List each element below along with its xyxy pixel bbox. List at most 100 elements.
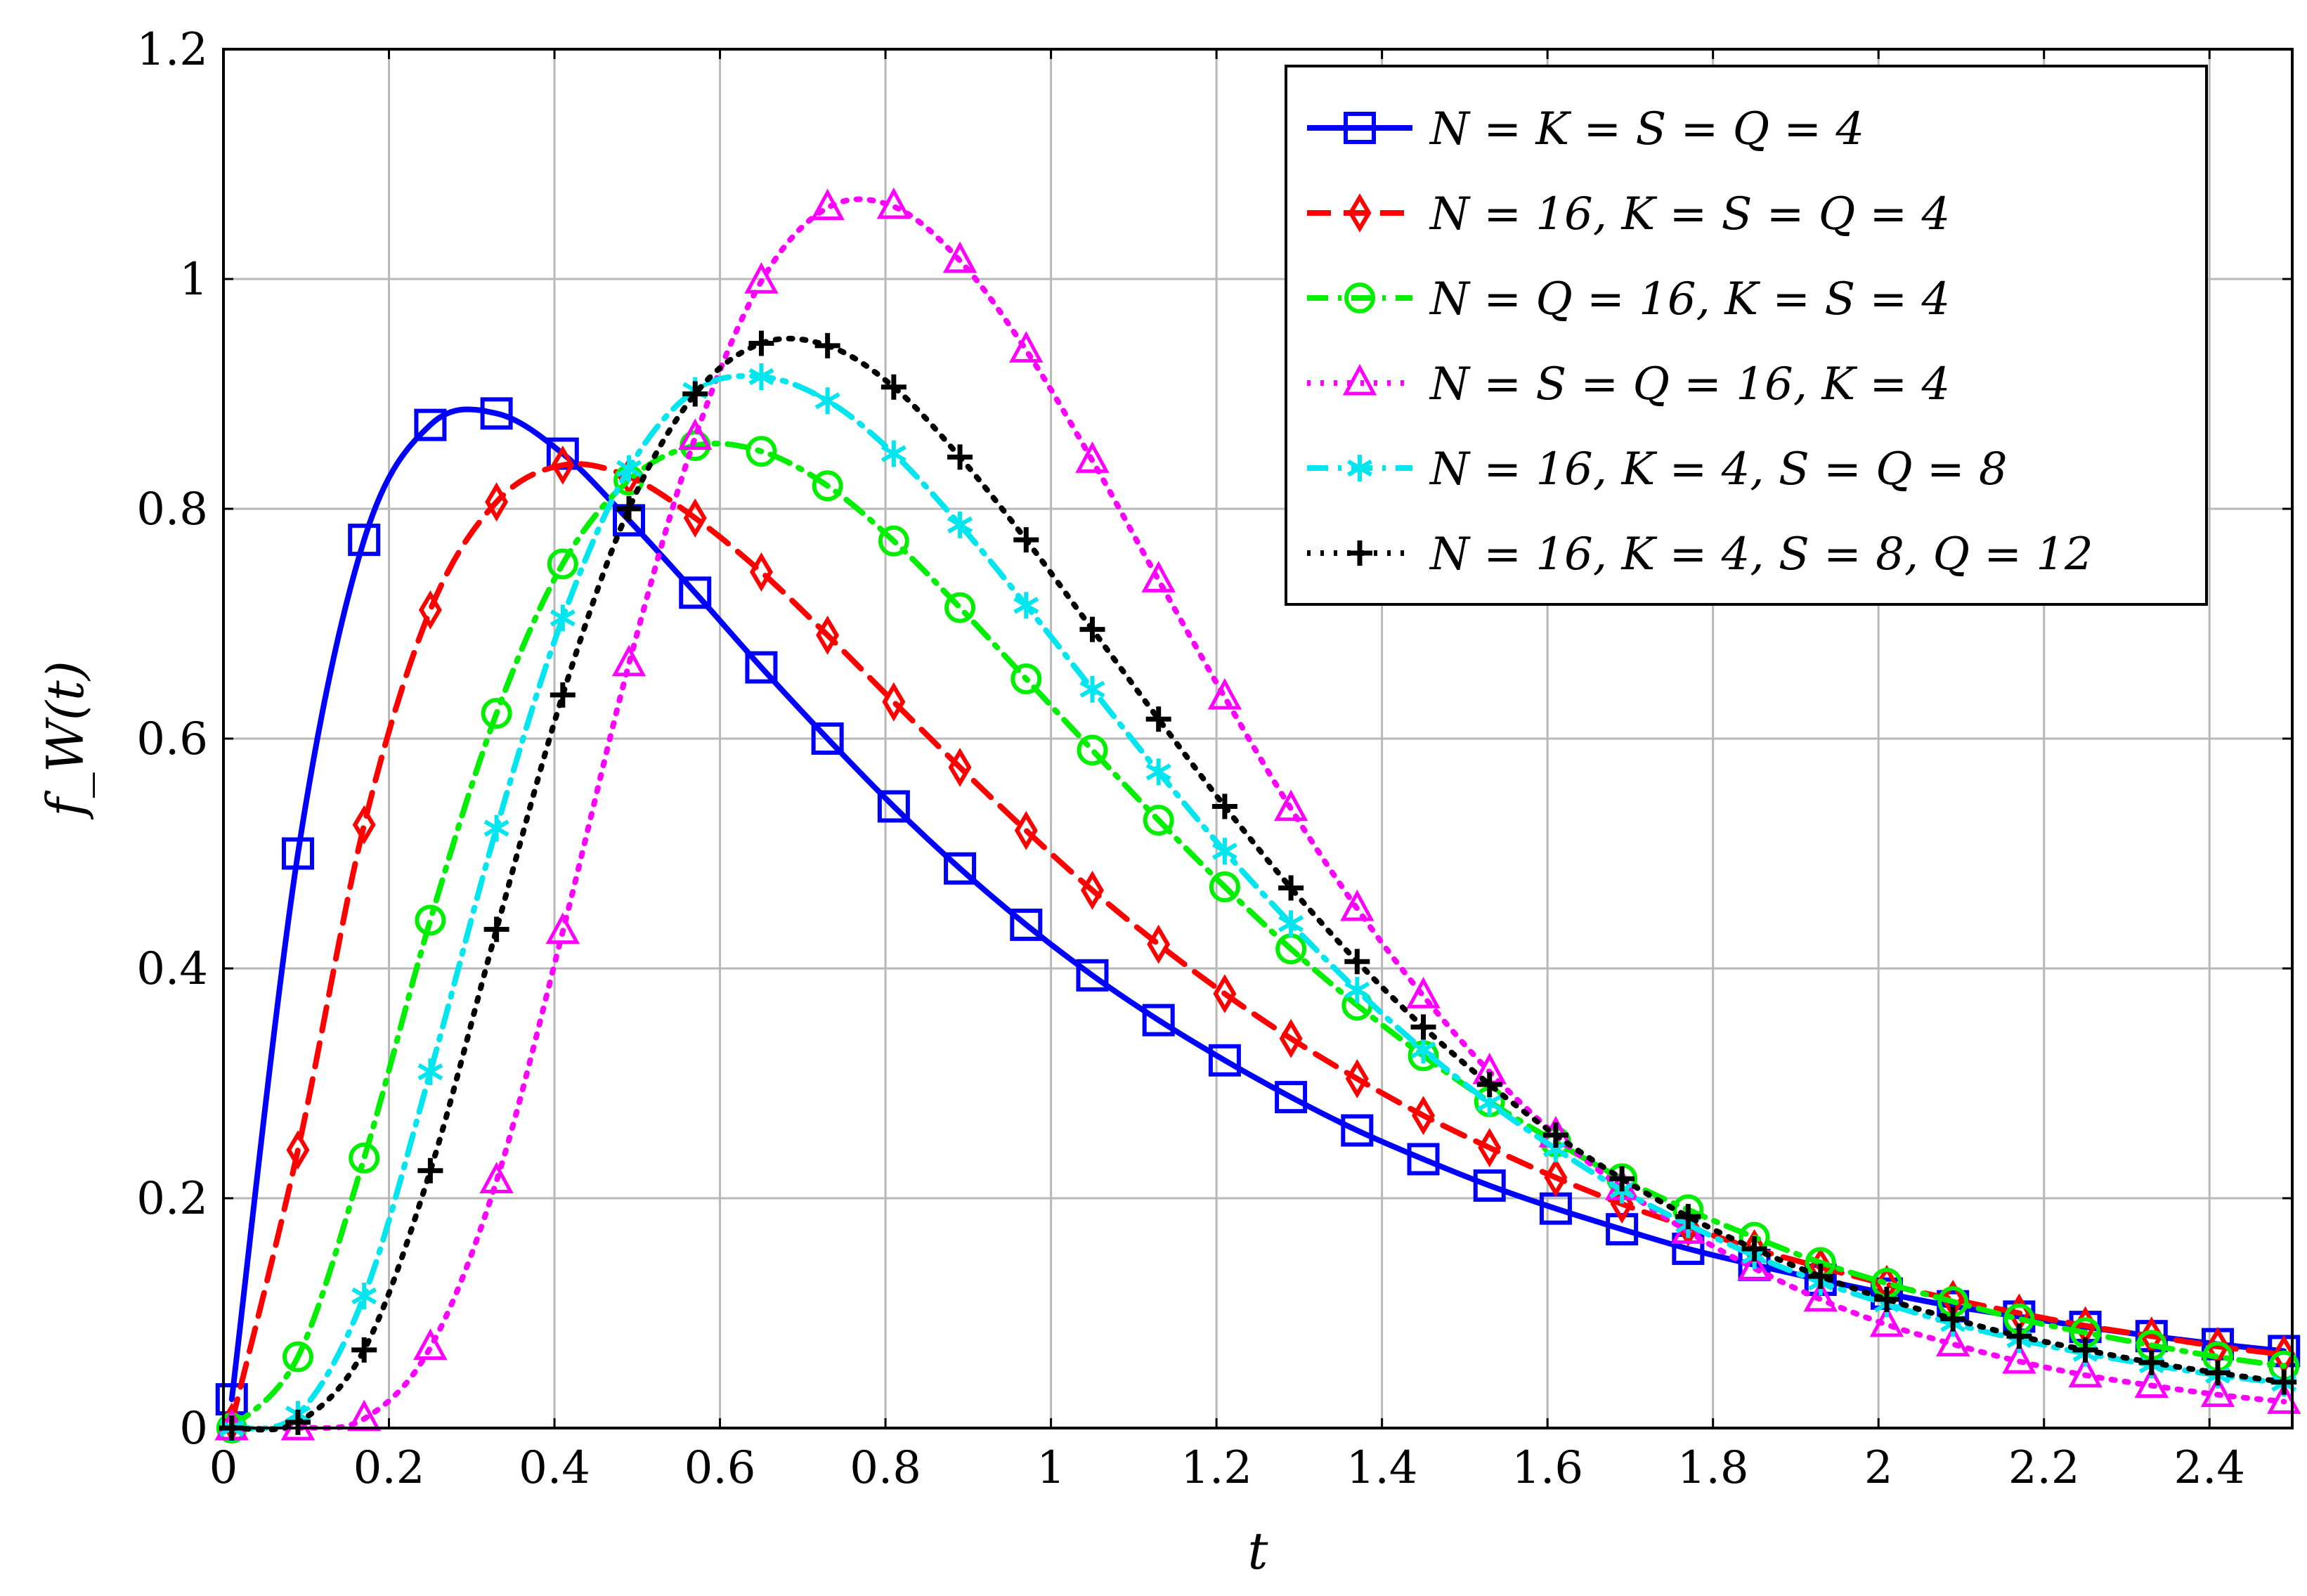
data-point [810,188,845,221]
data-point [545,912,580,945]
legend-label: N = S = Q = 16, K = 4 [1429,358,1950,410]
data-point [282,1341,313,1373]
series-line [228,461,2287,1425]
data-point [483,815,509,842]
y-tick-label: 0.8 [136,484,208,536]
data-point [1079,675,1105,703]
y-tick-label: 1.2 [136,24,208,76]
x-tick-label: 1.8 [1677,1442,1749,1494]
data-point [1145,758,1171,786]
legend-item: N = 16, K = S = Q = 4 [1307,188,1950,240]
data-point [1737,1249,1772,1281]
data-point [944,852,977,885]
legend-label: N = K = S = Q = 4 [1429,103,1864,155]
data-point [1147,924,1171,964]
data-point [1275,1081,1308,1114]
data-point [2002,1342,2036,1374]
data-point [351,1337,377,1363]
data-point [415,904,446,936]
y-tick-label: 0.4 [136,943,208,995]
data-point [816,615,840,655]
legend-item: N = Q = 16, K = S = 4 [1307,273,1950,325]
data-point [1473,1169,1506,1202]
data-point [746,436,777,467]
data-point [1410,1037,1436,1064]
legend-item: N = 16, K = 4, S = 8, Q = 12 [1307,528,2093,580]
x-tick-label: 1 [1036,1442,1065,1494]
data-point [2134,1366,2169,1399]
data-point [1207,677,1242,710]
data-point [948,747,972,787]
data-point [1076,959,1109,992]
data-point [1345,1059,1369,1098]
x-tick-label: 0.2 [353,1442,425,1494]
data-point [1410,1014,1436,1040]
series-line [228,441,2287,1431]
data-point [944,592,976,623]
legend-item: N = 16, K = 4, S = Q = 8 [1307,443,2008,495]
data-point [551,445,575,485]
data-point [947,511,973,538]
data-point [2068,1356,2103,1388]
data-point [1208,1044,1241,1077]
data-point [550,682,576,708]
data-point [812,470,843,502]
data-point [880,374,906,400]
legend: N = K = S = Q = 4 N = 16, K = S = Q = 4 N … [1285,65,2208,606]
data-point [1340,889,1375,921]
data-point [2205,1360,2231,1386]
data-point [683,498,707,538]
data-point [1273,789,1308,822]
data-point [1935,1325,1970,1357]
data-point [748,363,774,390]
legend-label: N = 16, K = S = Q = 4 [1429,188,1950,240]
data-point [814,332,840,358]
data-point [2006,1323,2032,1349]
data-point [1013,592,1039,619]
y-tick-label: 0 [179,1403,208,1455]
x-tick-label: 1.6 [1512,1442,1583,1494]
data-point [616,455,642,482]
data-point [882,682,906,722]
data-point [1406,976,1441,1008]
legend-label: N = 16, K = 4, S = 8, Q = 12 [1429,528,2093,580]
x-axis-label: t [1248,1522,1269,1581]
data-point [1542,1122,1568,1148]
legend-marker [1342,363,1377,396]
data-point [351,1282,377,1309]
data-point [1009,331,1044,363]
data-point [878,525,909,557]
data-point [2200,1375,2235,1408]
legend-label: N = 16, K = 4, S = Q = 8 [1429,443,2008,495]
data-point [1344,977,1370,1004]
data-point [811,722,844,755]
data-point [481,698,512,729]
data-point [1478,1128,1502,1167]
data-point [1145,706,1171,732]
data-point [480,397,513,430]
data-point [550,604,576,632]
data-point [418,590,442,630]
legend-item: N = K = S = Q = 4 [1307,103,1864,155]
data-point [1476,1072,1502,1098]
x-tick-label: 0.4 [519,1442,590,1494]
data-point [880,440,906,467]
data-point [942,241,977,273]
data-point [1079,616,1105,642]
data-point [1407,1143,1440,1176]
data-point [1873,1286,1899,1312]
data-point [417,1157,443,1183]
data-point [413,1328,448,1361]
data-point [1142,1004,1175,1037]
data-point [414,408,447,441]
data-point [611,644,646,677]
legend-marker [1347,540,1372,566]
data-point [1606,1213,1639,1246]
y-axis-label: f_W(t) [36,661,95,820]
data-point [1141,561,1176,592]
data-point [745,651,778,684]
y-tick-label: 0.6 [136,713,208,765]
data-point [1010,908,1043,941]
data-point [417,1058,443,1086]
